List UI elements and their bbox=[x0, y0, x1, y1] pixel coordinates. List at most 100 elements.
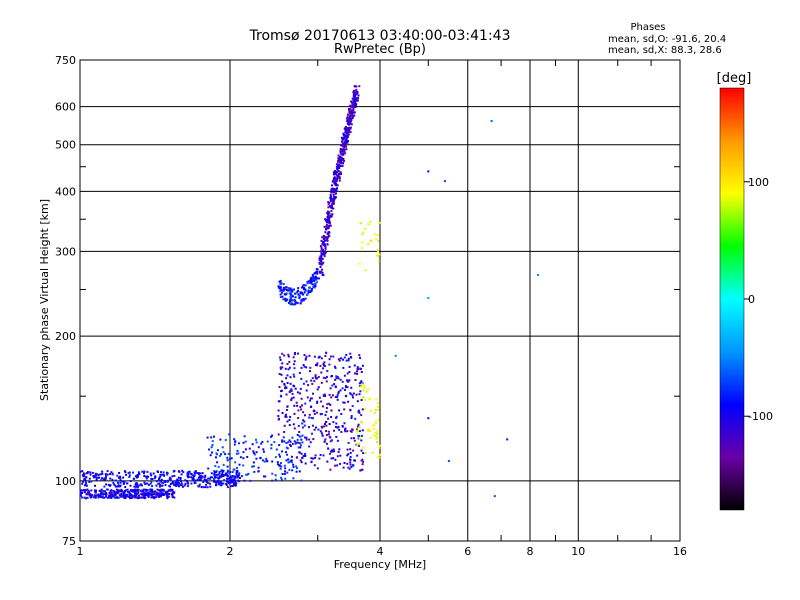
data-point bbox=[226, 474, 229, 477]
data-point bbox=[284, 293, 287, 296]
data-point bbox=[270, 435, 273, 438]
data-point bbox=[360, 414, 363, 417]
data-point bbox=[359, 356, 361, 359]
data-point bbox=[307, 384, 310, 387]
data-point bbox=[338, 448, 341, 451]
data-point bbox=[323, 425, 326, 428]
data-point bbox=[324, 252, 327, 255]
data-point bbox=[130, 497, 133, 499]
data-point bbox=[369, 220, 372, 223]
data-point bbox=[132, 477, 135, 480]
data-point bbox=[113, 490, 116, 493]
data-point bbox=[305, 438, 308, 441]
data-point bbox=[187, 482, 190, 485]
data-point bbox=[109, 477, 112, 480]
data-point bbox=[332, 448, 335, 451]
data-point bbox=[362, 231, 365, 234]
data-point bbox=[334, 169, 336, 172]
data-point bbox=[333, 196, 336, 199]
data-point bbox=[105, 483, 108, 486]
data-point bbox=[104, 490, 106, 493]
data-point bbox=[348, 119, 351, 122]
data-point bbox=[341, 143, 344, 146]
data-point bbox=[341, 157, 344, 160]
data-point bbox=[122, 476, 125, 479]
data-point bbox=[247, 472, 250, 475]
data-point bbox=[352, 98, 355, 101]
data-point bbox=[348, 109, 351, 112]
data-point bbox=[106, 496, 109, 499]
data-point bbox=[286, 382, 289, 384]
data-point bbox=[219, 438, 222, 441]
data-point bbox=[213, 471, 216, 474]
data-point bbox=[124, 486, 127, 488]
data-point bbox=[201, 475, 204, 478]
data-point bbox=[299, 446, 302, 449]
data-point bbox=[352, 100, 355, 103]
data-point bbox=[349, 430, 352, 433]
data-point bbox=[271, 479, 274, 482]
data-point bbox=[297, 417, 300, 419]
data-point bbox=[294, 296, 297, 299]
data-point bbox=[367, 388, 370, 391]
data-point bbox=[222, 469, 225, 472]
data-point bbox=[101, 493, 104, 496]
data-point bbox=[159, 480, 162, 483]
data-point bbox=[126, 488, 129, 491]
data-point bbox=[127, 472, 130, 475]
data-point bbox=[331, 180, 334, 183]
data-point bbox=[101, 472, 104, 475]
data-point bbox=[134, 491, 137, 494]
data-point bbox=[360, 439, 363, 442]
data-point bbox=[336, 398, 339, 401]
data-point bbox=[375, 437, 378, 440]
data-point bbox=[261, 440, 264, 443]
data-point bbox=[99, 496, 102, 499]
data-point bbox=[361, 364, 364, 367]
data-point bbox=[84, 491, 86, 494]
data-point bbox=[163, 492, 166, 495]
data-point bbox=[356, 90, 358, 93]
data-point bbox=[200, 477, 203, 479]
data-point bbox=[162, 473, 165, 476]
data-point bbox=[318, 457, 321, 460]
data-point bbox=[86, 491, 89, 494]
data-point bbox=[330, 457, 333, 460]
data-point bbox=[284, 470, 286, 473]
data-point bbox=[346, 462, 349, 465]
data-point bbox=[322, 238, 325, 240]
data-point bbox=[122, 493, 125, 496]
data-point bbox=[99, 490, 102, 492]
data-point bbox=[226, 459, 229, 462]
data-point bbox=[355, 85, 358, 88]
data-point bbox=[330, 396, 333, 399]
data-point bbox=[103, 496, 106, 499]
data-point bbox=[305, 366, 308, 369]
data-point bbox=[279, 279, 282, 282]
data-point bbox=[327, 226, 330, 229]
colorbar-tick-label: 0 bbox=[748, 293, 755, 306]
data-point bbox=[289, 288, 292, 291]
data-point bbox=[81, 480, 84, 483]
data-point bbox=[216, 476, 219, 479]
data-point bbox=[349, 131, 352, 134]
data-point bbox=[239, 456, 242, 459]
data-point bbox=[157, 478, 160, 481]
data-point bbox=[103, 485, 106, 488]
data-point bbox=[279, 287, 282, 290]
data-point bbox=[329, 194, 332, 196]
data-point bbox=[296, 302, 299, 305]
data-point bbox=[303, 287, 305, 289]
data-point bbox=[285, 377, 288, 380]
data-point bbox=[336, 187, 338, 190]
data-point bbox=[286, 453, 288, 456]
data-point bbox=[164, 484, 167, 486]
data-point bbox=[374, 431, 377, 434]
data-point bbox=[327, 213, 330, 216]
data-point bbox=[322, 235, 325, 237]
data-point bbox=[279, 293, 282, 296]
data-point bbox=[115, 485, 117, 488]
data-point bbox=[237, 452, 240, 455]
data-point bbox=[346, 132, 349, 135]
data-point bbox=[356, 430, 359, 433]
